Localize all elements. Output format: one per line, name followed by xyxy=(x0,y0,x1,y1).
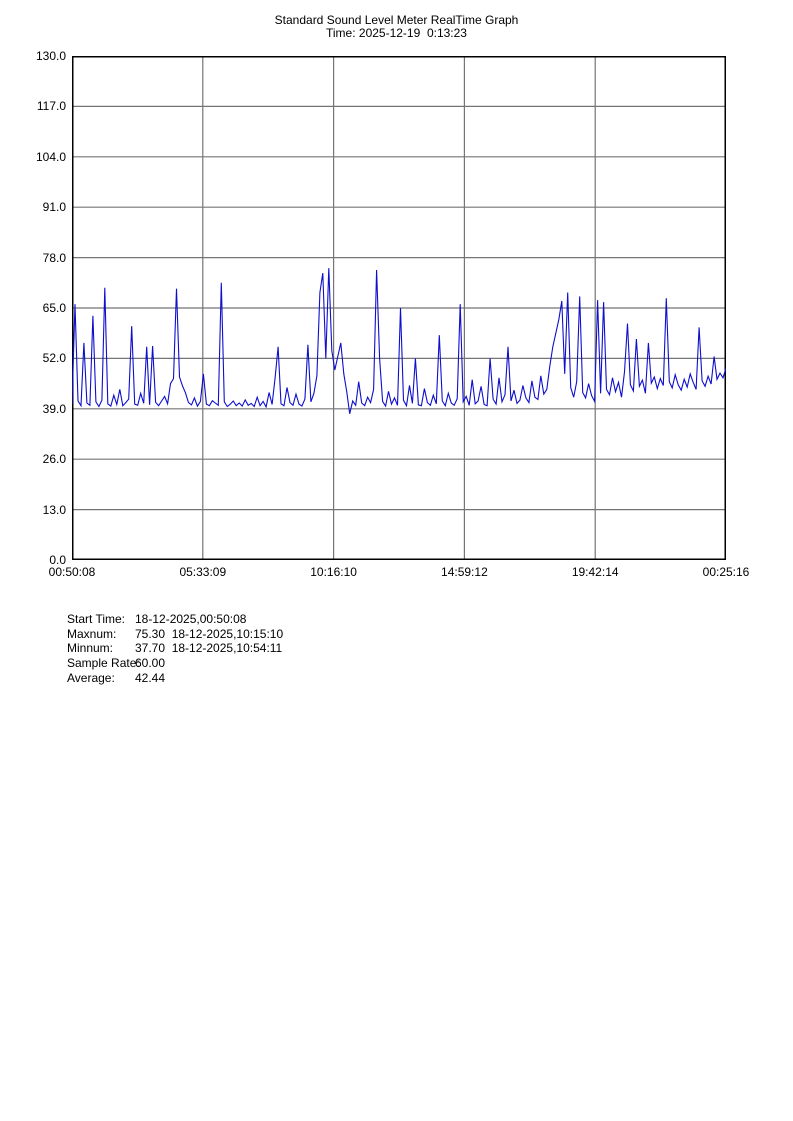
x-axis-tick-label: 00:50:08 xyxy=(48,565,96,579)
y-axis-tick-label: 130.0 xyxy=(35,49,66,63)
stats-label: Start Time: xyxy=(67,612,126,626)
stats-row: Minnum: 37.70 18-12-2025,10:54:11 xyxy=(67,641,283,656)
plot-border xyxy=(72,56,726,560)
stats-row: Sample Rate: 60.00 xyxy=(67,656,283,671)
stats-value: 60.00 xyxy=(135,656,166,671)
stats-value: 42.44 xyxy=(135,670,166,685)
stats-row: Average: 42.44 xyxy=(67,671,283,686)
stats-value: 75.30 18-12-2025,10:15:10 xyxy=(135,626,284,641)
x-axis-tick-label: 05:33:09 xyxy=(179,565,227,579)
stats-label: Maxnum: xyxy=(67,626,117,641)
sound-level-line-chart xyxy=(72,56,726,560)
stats-row: Start Time: 18-12-2025,00:50:08 xyxy=(67,612,283,627)
y-axis-tick-label: 52.0 xyxy=(42,351,66,366)
chart-title: Standard Sound Level Meter RealTime Grap… xyxy=(274,13,519,27)
y-axis-tick-label: 117.0 xyxy=(36,99,66,114)
y-axis-tick-label: 0.0 xyxy=(49,553,66,567)
y-axis-tick-label: 39.0 xyxy=(42,401,66,416)
stats-label: Average: xyxy=(67,670,115,685)
x-axis-tick-label: 10:16:10 xyxy=(310,565,357,579)
y-axis-tick-label: 13.0 xyxy=(42,502,66,517)
chart-plot-area xyxy=(72,56,726,560)
sound-level-series xyxy=(72,268,726,414)
stats-label: Minnum: xyxy=(67,641,114,656)
y-axis-tick-label: 65.0 xyxy=(42,301,66,315)
stats-value: 18-12-2025,00:50:08 xyxy=(135,612,247,626)
y-axis-tick-label: 26.0 xyxy=(42,452,66,467)
y-axis-tick-label: 104.0 xyxy=(35,149,66,164)
stats-label: Sample Rate: xyxy=(67,656,140,671)
chart-subtitle-time: Time: 2025-12-19 0:13:23 xyxy=(326,26,467,40)
x-axis-tick-label: 14:59:12 xyxy=(441,565,488,579)
x-axis-tick-label: 19:42:14 xyxy=(571,565,619,579)
x-axis-tick-label: 00:25:16 xyxy=(702,565,750,579)
stats-row: Maxnum: 75.30 18-12-2025,10:15:10 xyxy=(67,627,283,642)
stats-block: Start Time: 18-12-2025,00:50:08 Maxnum: 75.… xyxy=(67,612,283,686)
stats-value: 37.70 18-12-2025,10:54:11 xyxy=(135,641,283,656)
y-axis-tick-label: 91.0 xyxy=(42,200,66,215)
y-axis-tick-label: 78.0 xyxy=(42,250,66,265)
